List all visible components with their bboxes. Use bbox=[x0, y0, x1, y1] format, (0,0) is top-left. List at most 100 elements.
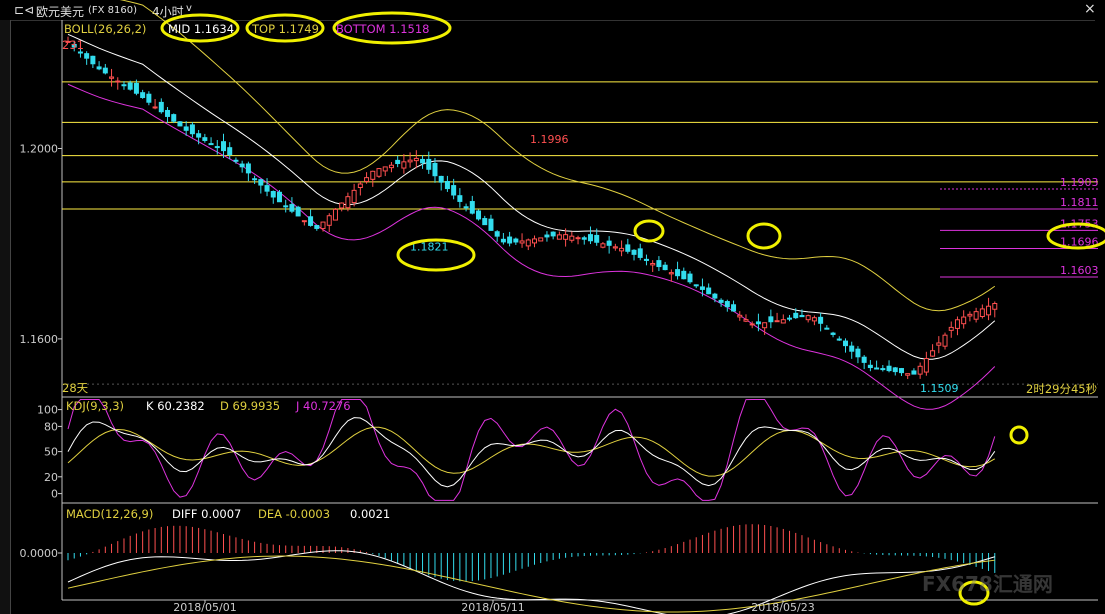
candle-body bbox=[936, 342, 942, 346]
macd-indicator-label[interactable]: MACD(12,26,9) bbox=[66, 507, 154, 521]
candle-body bbox=[214, 146, 220, 149]
candle-body bbox=[96, 66, 102, 70]
candle-body bbox=[345, 196, 351, 209]
candle-body bbox=[494, 231, 500, 237]
candle-body bbox=[90, 55, 96, 65]
macd-dea-line bbox=[67, 555, 995, 613]
highlight-ellipse bbox=[746, 222, 782, 250]
candle-body bbox=[463, 206, 469, 209]
candle-body bbox=[196, 133, 202, 138]
candle-body bbox=[830, 332, 836, 335]
candle-body bbox=[476, 210, 482, 220]
kdj-k-label: K 60.2382 bbox=[146, 399, 205, 413]
boll-top-line bbox=[119, 0, 996, 312]
candle-body bbox=[805, 315, 811, 321]
fib-level-label: 1.1811 bbox=[1060, 196, 1099, 209]
candle-body bbox=[115, 80, 121, 83]
y-tick-label: 1.1600 bbox=[20, 333, 59, 346]
candle-body bbox=[183, 126, 189, 131]
candle-body bbox=[898, 368, 904, 374]
candle-body bbox=[718, 299, 724, 303]
boll-mid-label: MID 1.1634 bbox=[168, 22, 235, 36]
candle-body bbox=[438, 175, 444, 183]
candle-body bbox=[121, 84, 127, 87]
candle-body bbox=[544, 234, 550, 238]
candle-body bbox=[600, 243, 606, 248]
candle-body bbox=[245, 163, 251, 174]
candle-body bbox=[979, 308, 985, 318]
candle-body bbox=[326, 215, 332, 226]
candle-body bbox=[986, 305, 992, 316]
close-icon[interactable]: × bbox=[1084, 1, 1096, 17]
candle-body bbox=[606, 240, 612, 246]
high-annotation: 1.1996 bbox=[530, 133, 569, 146]
candle-body bbox=[575, 237, 581, 240]
candle-body bbox=[177, 121, 183, 127]
candle-body bbox=[706, 287, 712, 295]
candle-body bbox=[787, 317, 793, 320]
kdj-indicator-label[interactable]: KDJ(9,3,3) bbox=[66, 399, 125, 413]
x-tick-label: 2018/05/11 bbox=[461, 601, 524, 614]
kdj-d-line bbox=[67, 426, 996, 477]
chevron-down-icon[interactable]: v bbox=[186, 3, 192, 14]
fib-level-label: 1.1603 bbox=[1060, 264, 1099, 277]
candle-body bbox=[469, 201, 475, 214]
kdj-y-tick: 0 bbox=[51, 488, 58, 501]
candle-body bbox=[221, 141, 226, 152]
highlight-ellipse bbox=[958, 580, 990, 606]
candle-body bbox=[967, 313, 973, 317]
candle-body bbox=[388, 164, 394, 169]
candle-body bbox=[357, 183, 363, 189]
candle-body bbox=[84, 53, 90, 59]
candle-body bbox=[152, 106, 158, 109]
candle-body bbox=[874, 367, 880, 370]
candle-body bbox=[507, 236, 513, 244]
candle-body bbox=[513, 238, 519, 243]
candle-body bbox=[917, 365, 923, 375]
boll-indicator-label[interactable]: BOLL(26,26,2) bbox=[64, 22, 147, 36]
candle-body bbox=[556, 234, 562, 240]
candle-body bbox=[133, 82, 139, 94]
candle-body bbox=[252, 178, 258, 181]
candle-body bbox=[930, 350, 936, 357]
candle-body bbox=[457, 195, 463, 202]
candle-body bbox=[146, 93, 152, 103]
candle-body bbox=[525, 239, 531, 247]
candle-body bbox=[681, 270, 687, 280]
candle-body bbox=[867, 364, 873, 369]
candle-body bbox=[731, 304, 737, 312]
highlight-ellipse bbox=[633, 219, 665, 243]
candle-body bbox=[140, 92, 146, 98]
candle-body bbox=[880, 368, 886, 371]
left-side-toolbar[interactable] bbox=[0, 20, 11, 614]
days-label: 28天 bbox=[62, 381, 89, 395]
candle-body bbox=[780, 319, 786, 324]
low-annotation: 1.1821 bbox=[410, 240, 449, 253]
candle-body bbox=[519, 240, 525, 244]
candle-body bbox=[587, 234, 593, 242]
candle-body bbox=[749, 323, 755, 326]
right-side-toolbar[interactable] bbox=[1095, 20, 1105, 614]
candle-body bbox=[158, 101, 164, 113]
candle-body bbox=[650, 262, 656, 266]
candle-body bbox=[811, 317, 817, 322]
candle-body bbox=[532, 238, 537, 244]
candle-body bbox=[376, 168, 382, 177]
candle-body bbox=[569, 235, 575, 241]
x-tick-label: 2018/05/23 bbox=[751, 601, 814, 614]
candle-body bbox=[743, 319, 749, 322]
macd-diff-line bbox=[67, 550, 995, 614]
candle-body bbox=[824, 327, 830, 330]
back-icon[interactable]: ⊏⊲ bbox=[14, 3, 35, 17]
candle-body bbox=[818, 316, 824, 324]
candle-body bbox=[724, 301, 730, 308]
candle-body bbox=[444, 180, 450, 190]
candle-body bbox=[656, 260, 662, 268]
candle-body bbox=[861, 356, 867, 363]
candle-body bbox=[699, 286, 705, 290]
candle-body bbox=[843, 340, 848, 347]
highlight-ellipse bbox=[160, 13, 240, 43]
candle-body bbox=[332, 208, 338, 221]
period-selector[interactable]: 4小时 bbox=[152, 5, 184, 19]
candle-body bbox=[668, 272, 674, 275]
